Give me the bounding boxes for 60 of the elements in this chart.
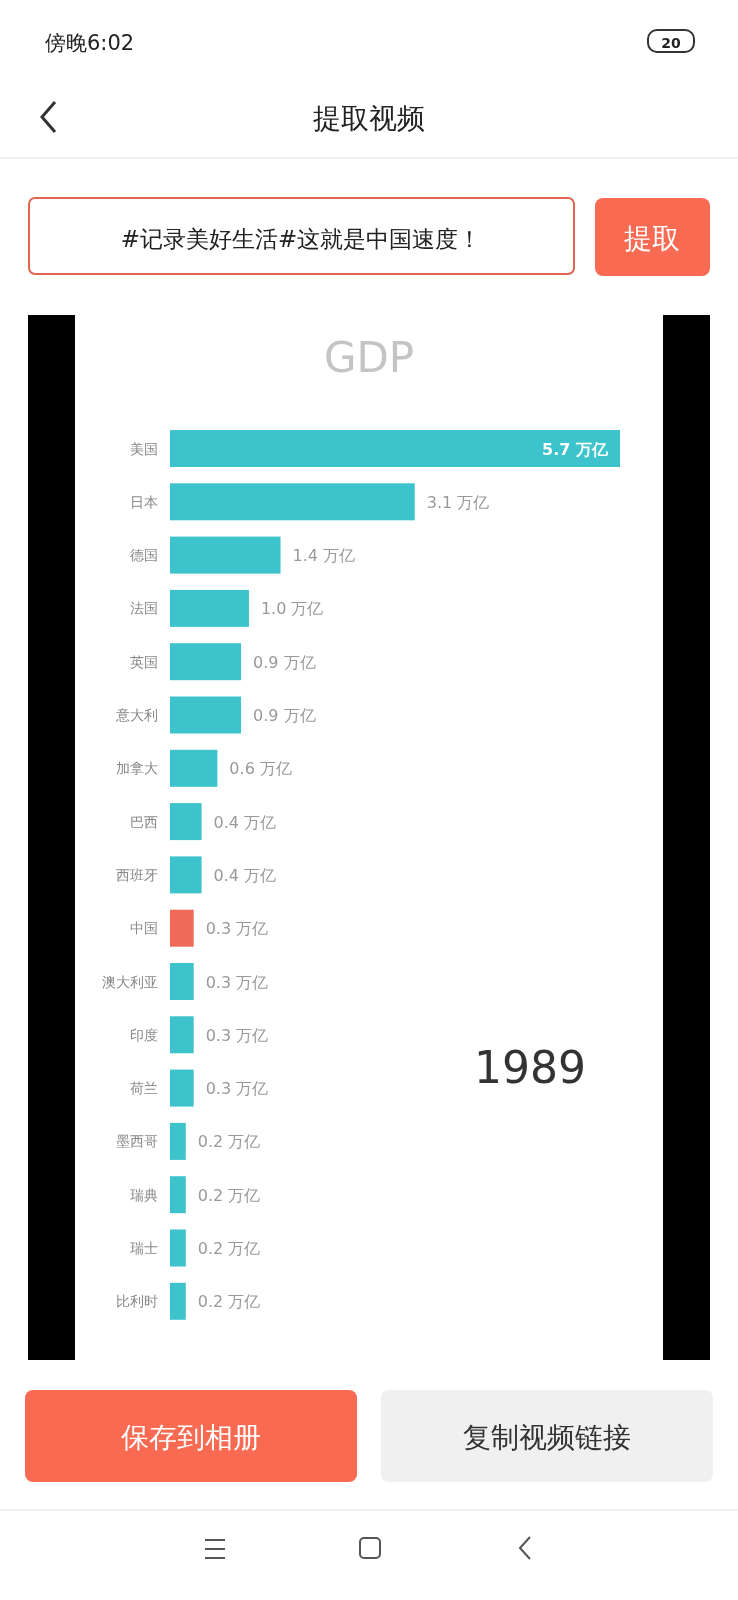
bar	[170, 696, 242, 734]
text: 提取	[624, 222, 680, 255]
bar	[170, 803, 202, 841]
bar	[170, 1122, 186, 1160]
bar	[170, 909, 194, 947]
bar	[170, 430, 620, 467]
y-tick-label: 英国	[130, 653, 158, 670]
y-tick-label: 美国	[130, 440, 158, 457]
data-label: 0.4 万亿	[213, 865, 277, 885]
y-tick-label: 加拿大	[116, 760, 158, 777]
y-tick-label: 比利时	[116, 1293, 158, 1310]
data-label: 0.4 万亿	[213, 812, 277, 832]
data-label: 0.2 万亿	[197, 1132, 261, 1152]
text: 保存到相册	[121, 1421, 261, 1454]
y-tick-label: 日本	[130, 493, 158, 510]
data-label: 0.9 万亿	[253, 652, 316, 672]
y-tick-label: 西班牙	[116, 866, 158, 883]
y-tick-label: 瑞士	[130, 1240, 158, 1256]
bar	[170, 1069, 194, 1107]
bar	[170, 856, 202, 894]
data-label: 0.9 万亿	[253, 706, 316, 725]
text: #记录美好生活#这就是中国速度！	[120, 226, 482, 252]
bar	[170, 1282, 186, 1320]
bar	[170, 749, 218, 787]
data-label: 5.7 万亿	[542, 439, 609, 459]
data-label: 1.0 万亿	[260, 599, 324, 619]
data-label: 0.3 万亿	[205, 919, 269, 939]
y-tick-label: 墨西哥	[116, 1133, 158, 1150]
text: 提取视频	[313, 102, 425, 135]
bar	[170, 536, 281, 574]
data-label: 0.2 万亿	[197, 1239, 261, 1258]
text: 傍晚6:02	[45, 31, 135, 55]
bar	[170, 1016, 194, 1054]
bar	[170, 1176, 186, 1214]
chart-title: GDP	[323, 333, 415, 382]
bar	[170, 483, 415, 521]
data-label: 3.1 万亿	[426, 492, 490, 512]
data-label: 0.2 万亿	[197, 1185, 261, 1205]
text: 复制视频链接	[463, 1421, 631, 1454]
data-label: 0.3 万亿	[205, 1079, 269, 1099]
annotation: 1989	[474, 1042, 586, 1093]
y-tick-label: 巴西	[130, 813, 158, 830]
y-tick-label: 法国	[130, 600, 158, 617]
bar	[170, 1229, 186, 1267]
bar	[170, 643, 242, 681]
data-label: 0.3 万亿	[205, 1025, 269, 1045]
data-label: 1.4 万亿	[292, 546, 356, 566]
data-label: 0.3 万亿	[205, 972, 269, 992]
data-label: 0.2 万亿	[197, 1292, 261, 1312]
y-tick-label: 荷兰	[130, 1080, 158, 1097]
y-tick-label: 澳大利亚	[102, 973, 158, 990]
text: 20	[661, 35, 681, 51]
bar	[170, 963, 194, 1000]
data-label: 0.6 万亿	[229, 759, 292, 779]
y-tick-label: 意大利	[115, 707, 158, 723]
y-tick-label: 印度	[130, 1026, 158, 1043]
bar	[170, 589, 249, 627]
y-tick-label: 瑞典	[130, 1186, 158, 1203]
y-tick-label: 中国	[130, 920, 158, 937]
y-tick-label: 德国	[130, 547, 158, 564]
